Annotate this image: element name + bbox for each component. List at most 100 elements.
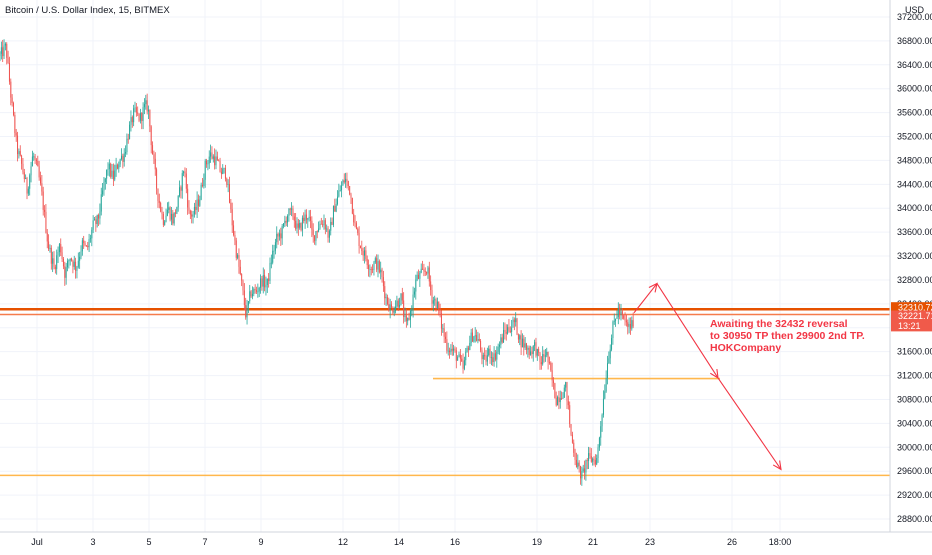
candle-body [380, 269, 382, 273]
projection-path[interactable] [633, 282, 782, 471]
candle-body [246, 305, 248, 318]
projection-arrowhead [710, 368, 719, 380]
candle-body [56, 255, 58, 270]
candle-body [162, 214, 164, 225]
candle-body [515, 318, 517, 323]
candle-body [197, 199, 199, 206]
projection-line[interactable] [633, 282, 782, 470]
price-tick-label: 36800.00 [897, 36, 932, 46]
candle-body [342, 180, 344, 186]
candle-body [92, 220, 94, 230]
candle-body [152, 145, 154, 155]
candle-body [426, 271, 428, 274]
candle-body [382, 277, 384, 287]
price-label-text: 13:21 [898, 321, 921, 331]
candle-body [226, 178, 228, 185]
candle-body [496, 351, 498, 360]
candle-body [98, 214, 100, 219]
candle-body [243, 290, 245, 306]
candle-body [370, 269, 372, 270]
candle-body [314, 235, 316, 241]
candle-body [373, 262, 375, 270]
candle-body [18, 151, 20, 155]
candle-body [189, 210, 191, 215]
candle-body [96, 214, 98, 225]
candle-body [420, 268, 422, 273]
candle-body [289, 208, 291, 210]
candle-body [465, 351, 467, 361]
candle-body [442, 328, 444, 330]
candle-body [264, 274, 266, 288]
candle-body [287, 215, 289, 223]
price-tick-label: 37200.00 [897, 12, 932, 22]
candle-body [435, 299, 437, 309]
candle-body [450, 348, 452, 353]
candle-body [516, 318, 518, 335]
candle-body [73, 261, 75, 267]
candle-body [149, 109, 151, 127]
candle-body [389, 304, 391, 311]
candle-body [439, 310, 441, 314]
candle-body [206, 160, 208, 165]
candle-body [57, 252, 59, 256]
candle-body [238, 255, 240, 267]
candle-body [580, 466, 581, 479]
candle-body [405, 315, 407, 322]
candle-body [139, 112, 141, 121]
candle-body [563, 387, 565, 398]
candle-body [577, 462, 579, 468]
candle-body [530, 351, 532, 355]
candle-body [594, 459, 596, 465]
candle-body [617, 307, 619, 318]
candle-body [215, 156, 217, 166]
candle-body [419, 272, 421, 279]
candle-body [346, 178, 348, 181]
candle-body [366, 259, 368, 266]
price-label-text: 32221.71 [898, 311, 932, 321]
candle-body [362, 251, 364, 256]
candle-body [512, 319, 514, 328]
candle-body [4, 43, 6, 46]
candle-body [284, 220, 286, 224]
candle-body [602, 398, 604, 415]
candle-body [511, 327, 513, 332]
candle-body [554, 383, 556, 399]
candle-body [575, 459, 577, 468]
candle-body [598, 437, 600, 448]
projection-arrowhead [772, 460, 782, 471]
candle-body [574, 452, 576, 460]
candle-body [34, 156, 36, 160]
time-tick-label: 19 [532, 537, 542, 547]
candle-body [446, 339, 448, 351]
currency-label: USD [905, 5, 925, 15]
candle-body [214, 156, 216, 166]
price-tick-label: 34400.00 [897, 179, 932, 189]
candle-body [476, 335, 478, 341]
horizontal-levels[interactable] [0, 307, 890, 477]
candle-body [341, 185, 343, 191]
candle-body [307, 218, 309, 220]
candle-body [148, 109, 149, 112]
candle-body [216, 156, 218, 161]
price-tick-label: 29200.00 [897, 490, 932, 500]
candle-body [165, 215, 167, 222]
time-axis[interactable]: Jul 3 5 7 9 12 14 16 19 21 23 26 18:00 [31, 537, 791, 547]
price-axis[interactable]: 28800.00 29200.00 29600.00 30000.00 30400.00… [897, 12, 932, 524]
candle-body [613, 320, 615, 322]
candle-body [423, 269, 425, 272]
candle-body [164, 221, 166, 225]
candle-body [123, 153, 125, 162]
candle-body [596, 458, 598, 465]
candle-body [440, 313, 442, 329]
candle-body [470, 332, 472, 343]
candle-body [374, 258, 376, 263]
candle-body [304, 214, 306, 222]
candle-body [449, 350, 451, 353]
candle-body [291, 208, 293, 210]
candle-body [84, 243, 86, 246]
candle-body [285, 220, 287, 223]
candle-body [251, 293, 253, 297]
candle-body [11, 97, 13, 104]
candle-body [242, 280, 244, 291]
